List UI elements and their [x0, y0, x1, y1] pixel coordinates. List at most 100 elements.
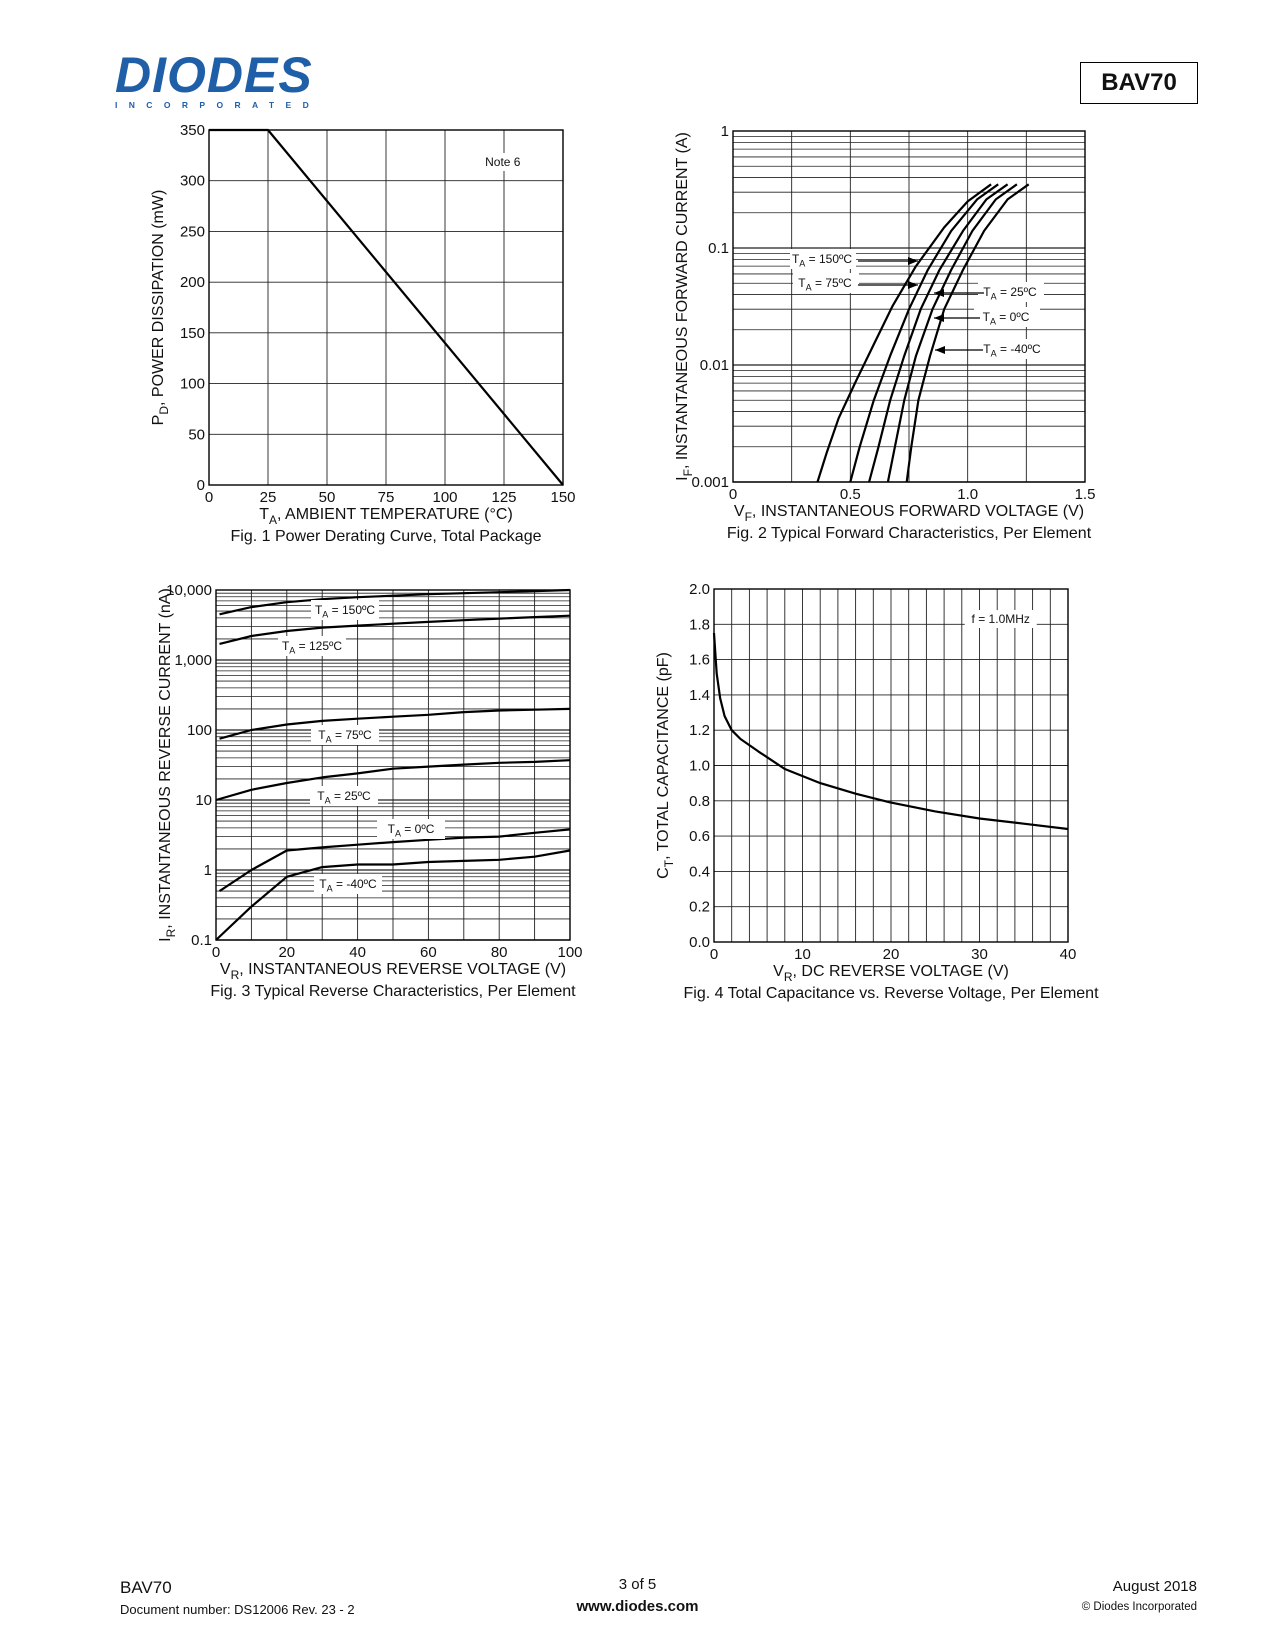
x-tick-label: 25: [260, 489, 277, 506]
x-tick-label: 0: [212, 944, 220, 961]
x-tick-label: 1.5: [1075, 486, 1096, 503]
series-label-bg: [311, 600, 379, 620]
arrowhead: [908, 281, 918, 289]
chart-fig4: 0 10 20 30 40 0.0 0.2 0.4 0.6 0.8 1.0 1.2 1.4 1.6 1.8 2…: [655, 581, 1099, 1002]
y-tick-label: 0.001: [691, 474, 729, 491]
annotation-label: Note 6: [485, 155, 521, 169]
y-tick-label: 0.6: [689, 828, 710, 845]
x-tick-label: 50: [319, 489, 336, 506]
figure-caption: Fig. 1 Power Derating Curve, Total Packa…: [231, 528, 542, 545]
y-tick-label: 200: [180, 274, 205, 291]
figure-caption: Fig. 3 Typical Reverse Characteristics, …: [210, 983, 576, 1000]
y-tick-label: 1.6: [689, 652, 710, 669]
y-tick-label: 0.8: [689, 793, 710, 810]
y-axis-label: IF, INSTANTANEOUS FORWARD CURRENT (A): [674, 132, 695, 481]
footer-date: August 2018: [1112, 1578, 1197, 1595]
series-label: TA = 25ºC: [317, 789, 371, 806]
series-line-2: [868, 183, 1009, 483]
y-tick-label: 1.8: [689, 616, 710, 633]
gridlines: [713, 588, 1069, 943]
footer-document-number: Document number: DS12006 Rev. 23 - 2: [120, 1602, 355, 1617]
series-label: TA = 75ºC: [798, 276, 852, 293]
x-tick-label: 0.5: [840, 486, 861, 503]
y-tick-label: 0.1: [191, 932, 212, 949]
y-tick-label: 300: [180, 173, 205, 190]
x-tick-label: 40: [1060, 946, 1077, 963]
y-axis-label-group: IR, INSTANTANEOUS REVERSE CURRENT (nA): [157, 588, 178, 942]
series-line-4: [218, 828, 571, 893]
x-tick-label: 30: [971, 946, 988, 963]
x-tick-label: 20: [883, 946, 900, 963]
y-tick-label: 1.0: [689, 758, 710, 775]
series-line-0: [209, 128, 564, 486]
series-label-bg: [311, 725, 379, 745]
series-label: TA = 0ºC: [388, 822, 435, 839]
y-tick-label: 1.2: [689, 722, 710, 739]
series-label-bg: [314, 874, 382, 894]
series-line-3: [886, 183, 1018, 483]
series-line-5: [215, 849, 571, 941]
x-tick-label: 80: [491, 944, 508, 961]
chart-fig1: 0 25 50 75 100 125 150 0 50 100 150 200 250 300 350 TA,…: [150, 122, 576, 545]
annotation-bg: [466, 153, 539, 171]
series-label: TA = 125ºC: [282, 639, 342, 656]
series-label-bg: [310, 786, 378, 806]
chart-fig3: 0 20 40 60 80 100 0.1 1 10 100 1,000 10,000 VR, INST…: [157, 582, 583, 1000]
series-label-bg: [980, 339, 1046, 359]
y-axis-label-group: IF, INSTANTANEOUS FORWARD CURRENT (A): [674, 132, 695, 481]
x-tick-label: 0: [205, 489, 213, 506]
diodes-logo: DIODES INCORPORATED: [115, 50, 320, 110]
y-tick-label: 10: [195, 792, 212, 809]
footer-part: BAV70: [120, 1578, 172, 1597]
y-axis-label: CT, TOTAL CAPACITANCE (pF): [655, 652, 676, 879]
series-label-bg: [377, 819, 445, 839]
y-axis-label: IR, INSTANTANEOUS REVERSE CURRENT (nA): [157, 588, 178, 942]
logo-subtitle: INCORPORATED: [115, 100, 321, 110]
arrowhead: [908, 257, 918, 265]
series-label-bg: [978, 282, 1044, 302]
series-line-4: [905, 183, 1030, 483]
part-number-box: BAV70: [1080, 62, 1198, 104]
series-label-bg: [790, 249, 856, 269]
y-tick-label: 0.01: [700, 357, 729, 374]
y-axis-label: PD, POWER DISSIPATION (mW): [150, 190, 171, 426]
gridlines: [732, 131, 1086, 483]
figure-caption: Fig. 4 Total Capacitance vs. Reverse Vol…: [683, 985, 1099, 1002]
series-line-0: [816, 183, 992, 483]
y-tick-label: 350: [180, 122, 205, 139]
series-line-1: [219, 614, 571, 645]
y-tick-label: 1: [204, 862, 212, 879]
logo-wordmark: DIODES: [115, 47, 313, 103]
series-label: TA = -40ºC: [983, 342, 1041, 359]
x-axis-label: VF, INSTANTANEOUS FORWARD VOLTAGE (V): [734, 503, 1084, 524]
x-axis-label: VR, INSTANTANEOUS REVERSE VOLTAGE (V): [220, 961, 566, 982]
y-tick-label: 0.2: [689, 899, 710, 916]
y-tick-label: 0.4: [689, 863, 710, 880]
series-label-bg: [974, 307, 1040, 327]
x-tick-label: 0: [729, 486, 737, 503]
x-tick-label: 10: [794, 946, 811, 963]
plot-frame: [732, 130, 1086, 483]
series-label: TA = 25ºC: [983, 285, 1037, 302]
series-label: TA = 0ºC: [983, 310, 1030, 327]
arrowhead: [935, 346, 945, 354]
y-axis-label-group: CT, TOTAL CAPACITANCE (pF): [655, 652, 676, 879]
y-tick-label: 10,000: [166, 582, 212, 599]
x-tick-label: 150: [550, 489, 575, 506]
x-axis-label: TA, AMBIENT TEMPERATURE (°C): [259, 506, 513, 527]
x-tick-label: 40: [349, 944, 366, 961]
y-tick-label: 250: [180, 223, 205, 240]
x-axis-label: VR, DC REVERSE VOLTAGE (V): [773, 963, 1009, 984]
y-tick-label: 150: [180, 325, 205, 342]
plot-frame: [208, 129, 564, 486]
x-tick-label: 100: [432, 489, 457, 506]
y-tick-label: 1.4: [689, 687, 710, 704]
x-tick-label: 0: [710, 946, 718, 963]
plot-frame: [215, 589, 571, 941]
plot-frame: [713, 588, 1069, 943]
x-tick-label: 60: [420, 944, 437, 961]
arrowhead: [934, 314, 944, 322]
footer-page-number: 3 of 5: [618, 1576, 657, 1593]
gridlines: [208, 129, 564, 486]
